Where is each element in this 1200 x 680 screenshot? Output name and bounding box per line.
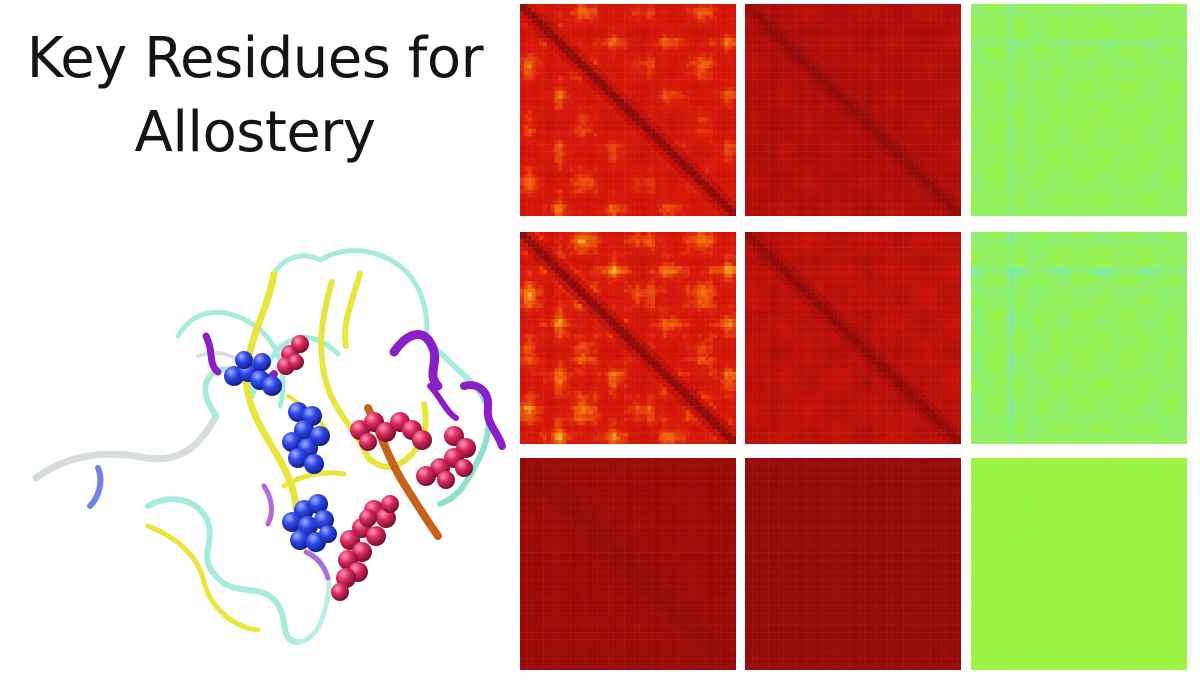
heatmap-r2-c3 <box>971 232 1187 444</box>
page-title: Key Residues for Allostery <box>0 22 510 170</box>
heatmap-r1-c3 <box>971 4 1187 216</box>
heatmap-r3-c1 <box>520 458 736 670</box>
protein-structure <box>32 248 506 645</box>
heatmap-r3-c2 <box>745 458 961 670</box>
heatmap-r2-c2 <box>745 232 961 444</box>
heatmap-r1-c1 <box>520 4 736 216</box>
heatmap-r2-c1 <box>520 232 736 444</box>
heatmap-r1-c2 <box>745 4 961 216</box>
blue-residues <box>224 351 337 552</box>
pink-residues <box>277 335 476 601</box>
heatmap-r3-c3 <box>971 458 1187 670</box>
title-line-1: Key Residues for <box>0 22 510 96</box>
title-line-2: Allostery <box>0 96 510 170</box>
